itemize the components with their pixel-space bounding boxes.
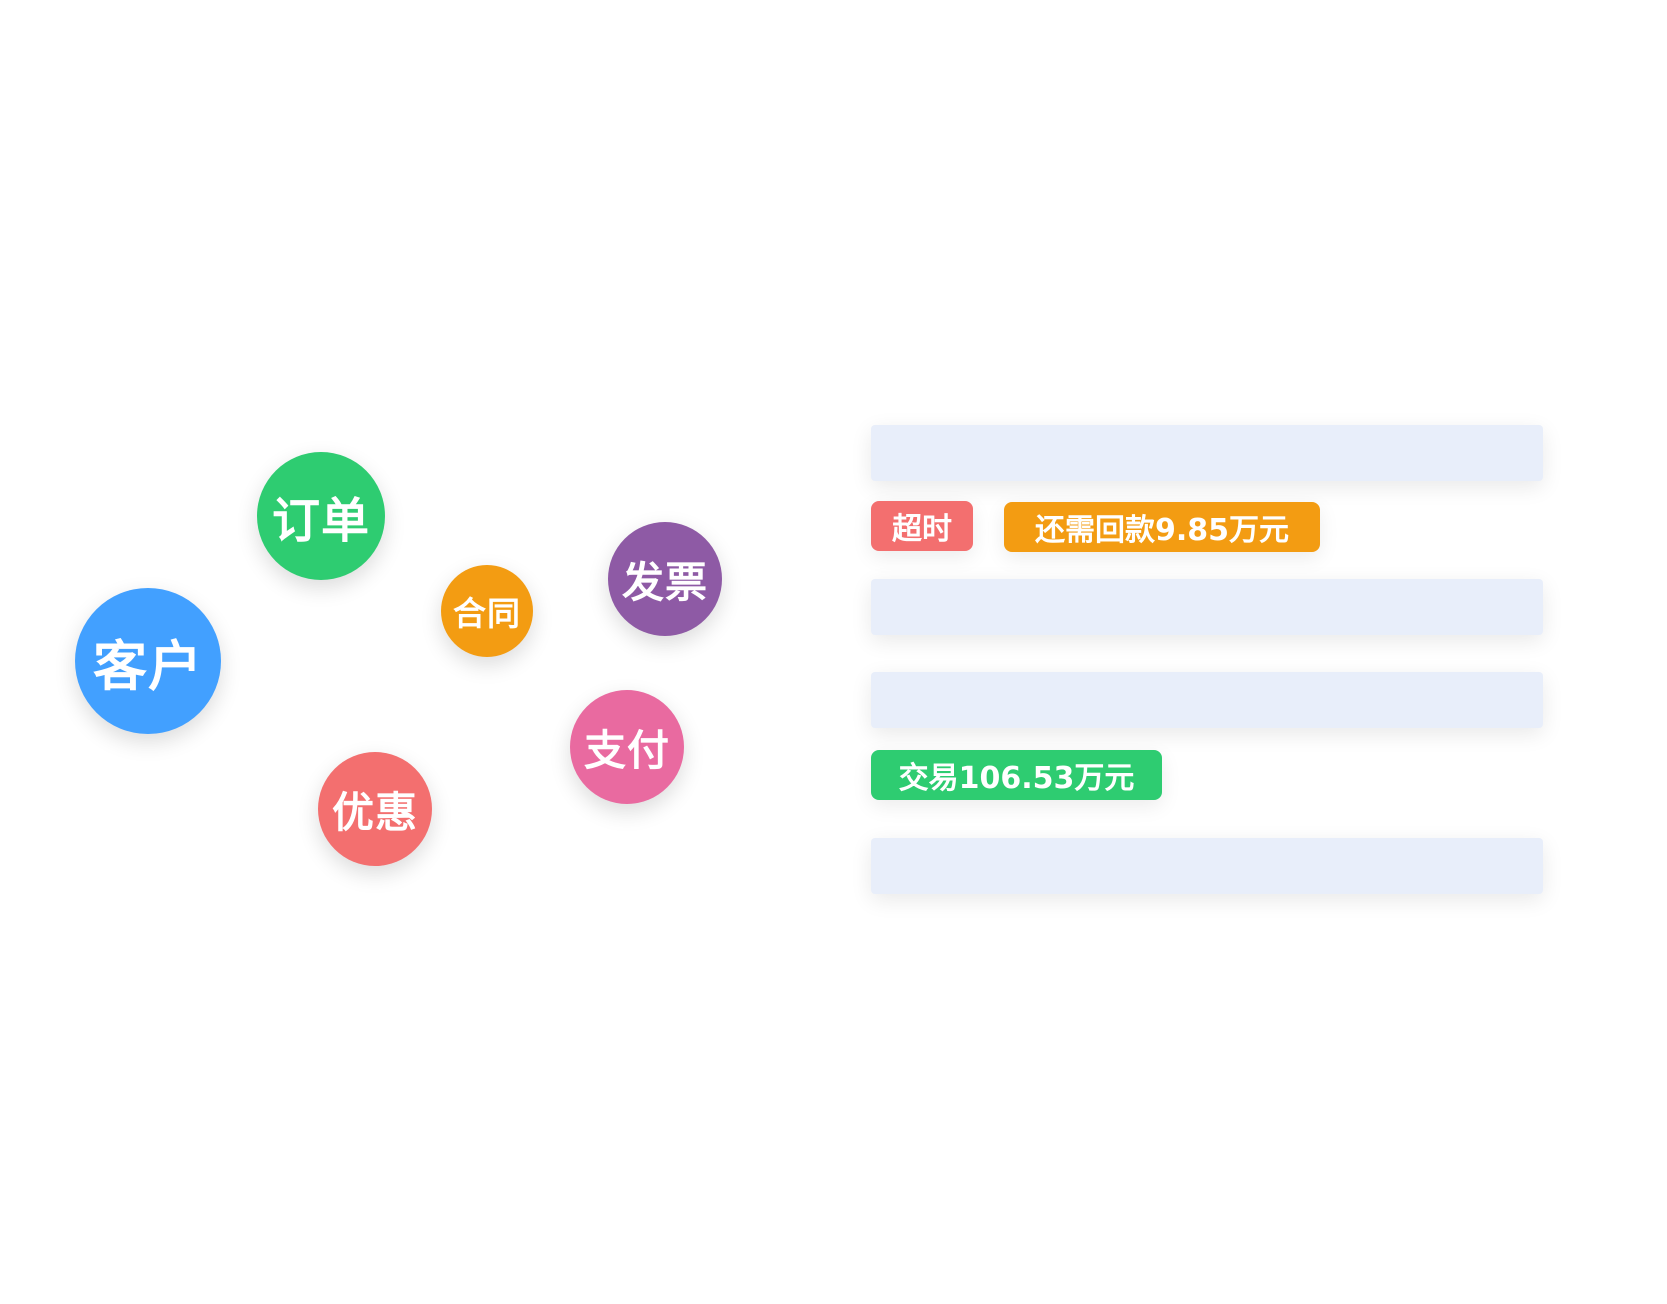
placeholder-bar (871, 672, 1543, 728)
bubble-contract: 合同 (441, 565, 533, 657)
bubble-invoice: 发票 (608, 522, 722, 636)
bubble-discount: 优惠 (318, 752, 432, 866)
placeholder-bar (871, 838, 1543, 894)
bubble-payment: 支付 (570, 690, 684, 804)
bubble-customer: 客户 (75, 588, 221, 734)
placeholder-bar (871, 579, 1543, 635)
transaction-tag: 交易106.53万元 (871, 750, 1162, 800)
remaining-payment-tag: 还需回款9.85万元 (1004, 502, 1320, 552)
bubble-order: 订单 (257, 452, 385, 580)
overdue-tag: 超时 (871, 501, 973, 551)
placeholder-bar (871, 425, 1543, 481)
